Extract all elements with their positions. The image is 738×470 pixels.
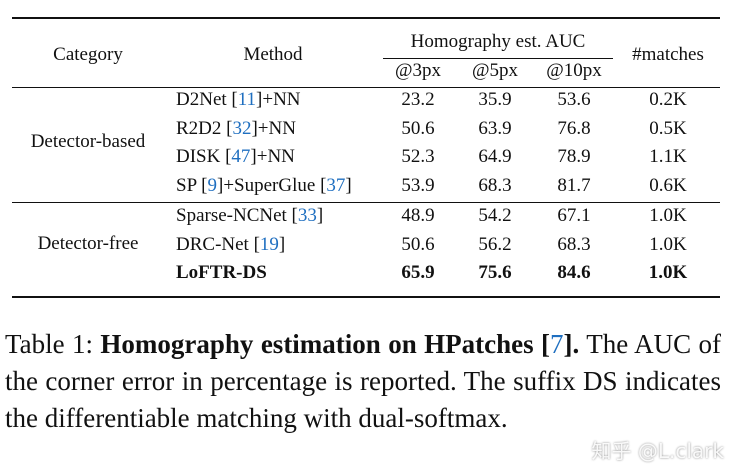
method-cell: D2Net [11]+NN xyxy=(176,89,301,111)
value-cell: 65.9 xyxy=(401,262,435,283)
caption: Table 1: Homography estimation on HPatch… xyxy=(5,326,721,437)
value-cell: 54.2 xyxy=(478,205,512,226)
method-cell: DISK [47]+NN xyxy=(176,146,295,168)
citation: 7 xyxy=(550,329,564,359)
value-cell: 35.9 xyxy=(478,89,512,110)
caption-text: ]. xyxy=(563,329,580,359)
caption-text: Homography estimation on HPatches [ xyxy=(100,329,551,359)
method-text: R2D2 [ xyxy=(176,118,233,139)
method-text: ]+SuperGlue [ xyxy=(217,175,327,196)
header-subcolumn: @3px xyxy=(395,60,441,81)
header-subcolumn: @5px xyxy=(472,60,518,81)
value-cell: 0.2K xyxy=(649,89,687,110)
value-cell: 78.9 xyxy=(557,146,591,167)
value-cell: 50.6 xyxy=(401,234,435,255)
method-text: SP [ xyxy=(176,175,208,196)
method-cell: SP [9]+SuperGlue [37] xyxy=(176,175,352,197)
citation: 19 xyxy=(259,234,279,255)
value-cell: 63.9 xyxy=(478,118,512,139)
value-cell: 0.5K xyxy=(649,118,687,139)
caption-text: The AUC of the corner error in percentag… xyxy=(5,329,722,433)
value-cell: 76.8 xyxy=(557,118,591,139)
header-group: Homography est. AUC xyxy=(410,31,586,52)
citation: 11 xyxy=(237,89,257,110)
value-cell: 68.3 xyxy=(478,175,512,196)
caption-text: Table 1: xyxy=(5,329,101,359)
top-rule xyxy=(12,17,720,19)
header-rule xyxy=(12,87,720,88)
method-cell: R2D2 [32]+NN xyxy=(176,118,296,140)
value-cell: 64.9 xyxy=(478,146,512,167)
value-cell: 75.6 xyxy=(478,262,512,283)
value-cell: 52.3 xyxy=(401,146,435,167)
method-text: ] xyxy=(345,175,352,196)
header-subcolumn: @10px xyxy=(546,60,602,81)
value-cell: 50.6 xyxy=(401,118,435,139)
value-cell: 1.1K xyxy=(649,146,687,167)
value-cell: 1.0K xyxy=(648,262,688,283)
category-cell: Detector-free xyxy=(37,233,139,254)
group-separator xyxy=(12,202,720,203)
header-category: Category xyxy=(53,44,123,65)
group-rule xyxy=(383,58,613,59)
value-cell: 53.6 xyxy=(557,89,591,110)
citation: 9 xyxy=(207,175,218,196)
header-method: Method xyxy=(243,44,303,65)
value-cell: 56.2 xyxy=(478,234,512,255)
method-text: ]+NN xyxy=(251,118,296,139)
header-matches: #matches xyxy=(632,44,704,65)
method-cell: LoFTR-DS xyxy=(176,262,267,284)
method-text: ]+NN xyxy=(250,146,295,167)
value-cell: 23.2 xyxy=(401,89,435,110)
method-text: D2Net [ xyxy=(176,89,238,110)
watermark: 知乎 @L.clark xyxy=(591,439,724,463)
value-cell: 1.0K xyxy=(649,234,687,255)
value-cell: 84.6 xyxy=(557,262,591,283)
category-cell: Detector-based xyxy=(30,131,146,152)
value-cell: 81.7 xyxy=(557,175,591,196)
method-cell: DRC-Net [19] xyxy=(176,234,285,256)
citation: 47 xyxy=(231,146,251,167)
citation: 33 xyxy=(297,205,317,226)
method-text: DRC-Net [ xyxy=(176,234,260,255)
value-cell: 68.3 xyxy=(557,234,591,255)
citation: 37 xyxy=(326,175,346,196)
value-cell: 67.1 xyxy=(557,205,591,226)
value-cell: 0.6K xyxy=(649,175,687,196)
method-text: DISK [ xyxy=(176,146,232,167)
citation: 32 xyxy=(232,118,252,139)
method-text: ] xyxy=(278,234,286,255)
method-text: ]+NN xyxy=(256,89,301,110)
value-cell: 48.9 xyxy=(401,205,435,226)
method-text: Sparse-NCNet [ xyxy=(176,205,298,226)
method-text: LoFTR-DS xyxy=(176,262,267,283)
value-cell: 53.9 xyxy=(401,175,435,196)
value-cell: 1.0K xyxy=(649,205,687,226)
method-cell: Sparse-NCNet [33] xyxy=(176,205,323,227)
bottom-rule xyxy=(12,296,720,298)
method-text: ] xyxy=(316,205,324,226)
